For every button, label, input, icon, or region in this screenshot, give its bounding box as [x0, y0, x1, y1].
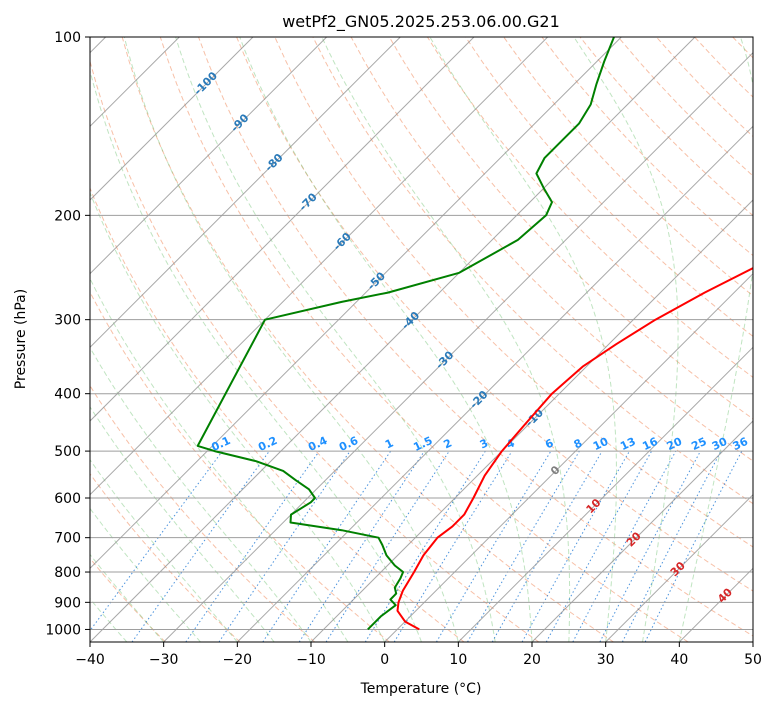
dry-adiabat-line — [771, 37, 775, 642]
y-tick-label: 1000 — [45, 622, 81, 638]
y-tick-label: 200 — [54, 208, 81, 224]
chart-title: wetPf2_GN05.2025.253.06.00.G21 — [282, 12, 560, 32]
y-tick-label: 800 — [54, 565, 81, 581]
y-tick-label: 100 — [54, 30, 81, 46]
x-tick-label: −20 — [223, 652, 253, 668]
x-axis-label: Temperature (°C) — [360, 681, 482, 697]
isotherm-line — [753, 37, 775, 642]
y-tick-label: 600 — [54, 491, 81, 507]
y-tick-label: 300 — [54, 313, 81, 329]
x-tick-label: −30 — [149, 652, 179, 668]
y-tick-label: 500 — [54, 444, 81, 460]
x-tick-label: 20 — [523, 652, 541, 668]
x-tick-label: 0 — [380, 652, 389, 668]
x-tick-label: 30 — [597, 652, 615, 668]
x-tick-label: 10 — [449, 652, 467, 668]
x-tick-label: 50 — [744, 652, 762, 668]
y-tick-label: 700 — [54, 531, 81, 547]
x-tick-label: −40 — [75, 652, 105, 668]
y-tick-label: 900 — [54, 595, 81, 611]
y-axis-label: Pressure (hPa) — [13, 289, 29, 389]
y-tick-label: 400 — [54, 387, 81, 403]
x-tick-label: 40 — [670, 652, 688, 668]
x-tick-label: −10 — [296, 652, 326, 668]
